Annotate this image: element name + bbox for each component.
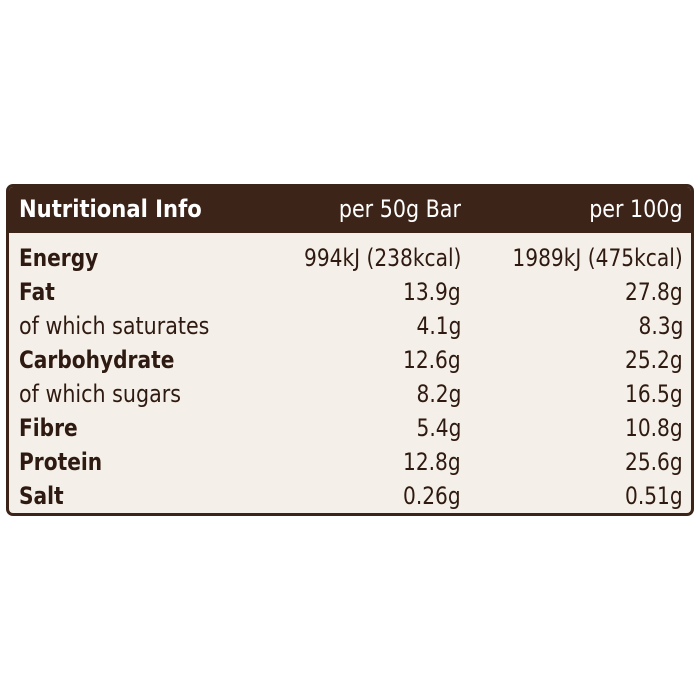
row-per-bar: 4.1g [416,312,461,340]
row-per-100g: 10.8g [625,414,683,442]
header-title: Nutritional Info [19,195,202,223]
row-per-100g: 1989kJ (475kcal) [512,244,683,272]
row-per-bar: 5.4g [416,414,461,442]
row-label: Protein [19,448,103,476]
row-per-bar: 12.6g [403,346,461,374]
row-label: Salt [19,482,64,510]
table-row: of which saturates 4.1g 8.3g [9,309,691,343]
row-label: Energy [19,244,99,272]
table-row: Fibre 5.4g 10.8g [9,411,691,445]
header-per-bar: per 50g Bar [338,195,461,223]
row-per-bar: 994kJ (238kcal) [303,244,461,272]
row-label: of which sugars [19,380,181,408]
table-row: Energy 994kJ (238kcal) 1989kJ (475kcal) [9,241,691,275]
table-body: Energy 994kJ (238kcal) 1989kJ (475kcal) … [9,241,691,513]
nutrition-table: Nutritional Info per 50g Bar per 100g En… [6,184,694,516]
header-per-100g: per 100g [589,195,683,223]
table-row: Carbohydrate 12.6g 25.2g [9,343,691,377]
row-label: of which saturates [19,312,210,340]
row-per-100g: 16.5g [625,380,683,408]
row-per-100g: 8.3g [638,312,683,340]
table-row: Protein 12.8g 25.6g [9,445,691,479]
row-per-100g: 0.51g [625,482,683,510]
row-per-bar: 13.9g [403,278,461,306]
row-per-100g: 27.8g [625,278,683,306]
row-per-bar: 8.2g [416,380,461,408]
table-row: Salt 0.26g 0.51g [9,479,691,513]
row-per-100g: 25.2g [625,346,683,374]
row-label: Fibre [19,414,78,442]
table-row: Fat 13.9g 27.8g [9,275,691,309]
row-per-bar: 0.26g [403,482,461,510]
row-label: Fat [19,278,55,306]
table-row: of which sugars 8.2g 16.5g [9,377,691,411]
row-per-bar: 12.8g [403,448,461,476]
row-per-100g: 25.6g [625,448,683,476]
row-label: Carbohydrate [19,346,175,374]
table-header: Nutritional Info per 50g Bar per 100g [9,187,691,233]
